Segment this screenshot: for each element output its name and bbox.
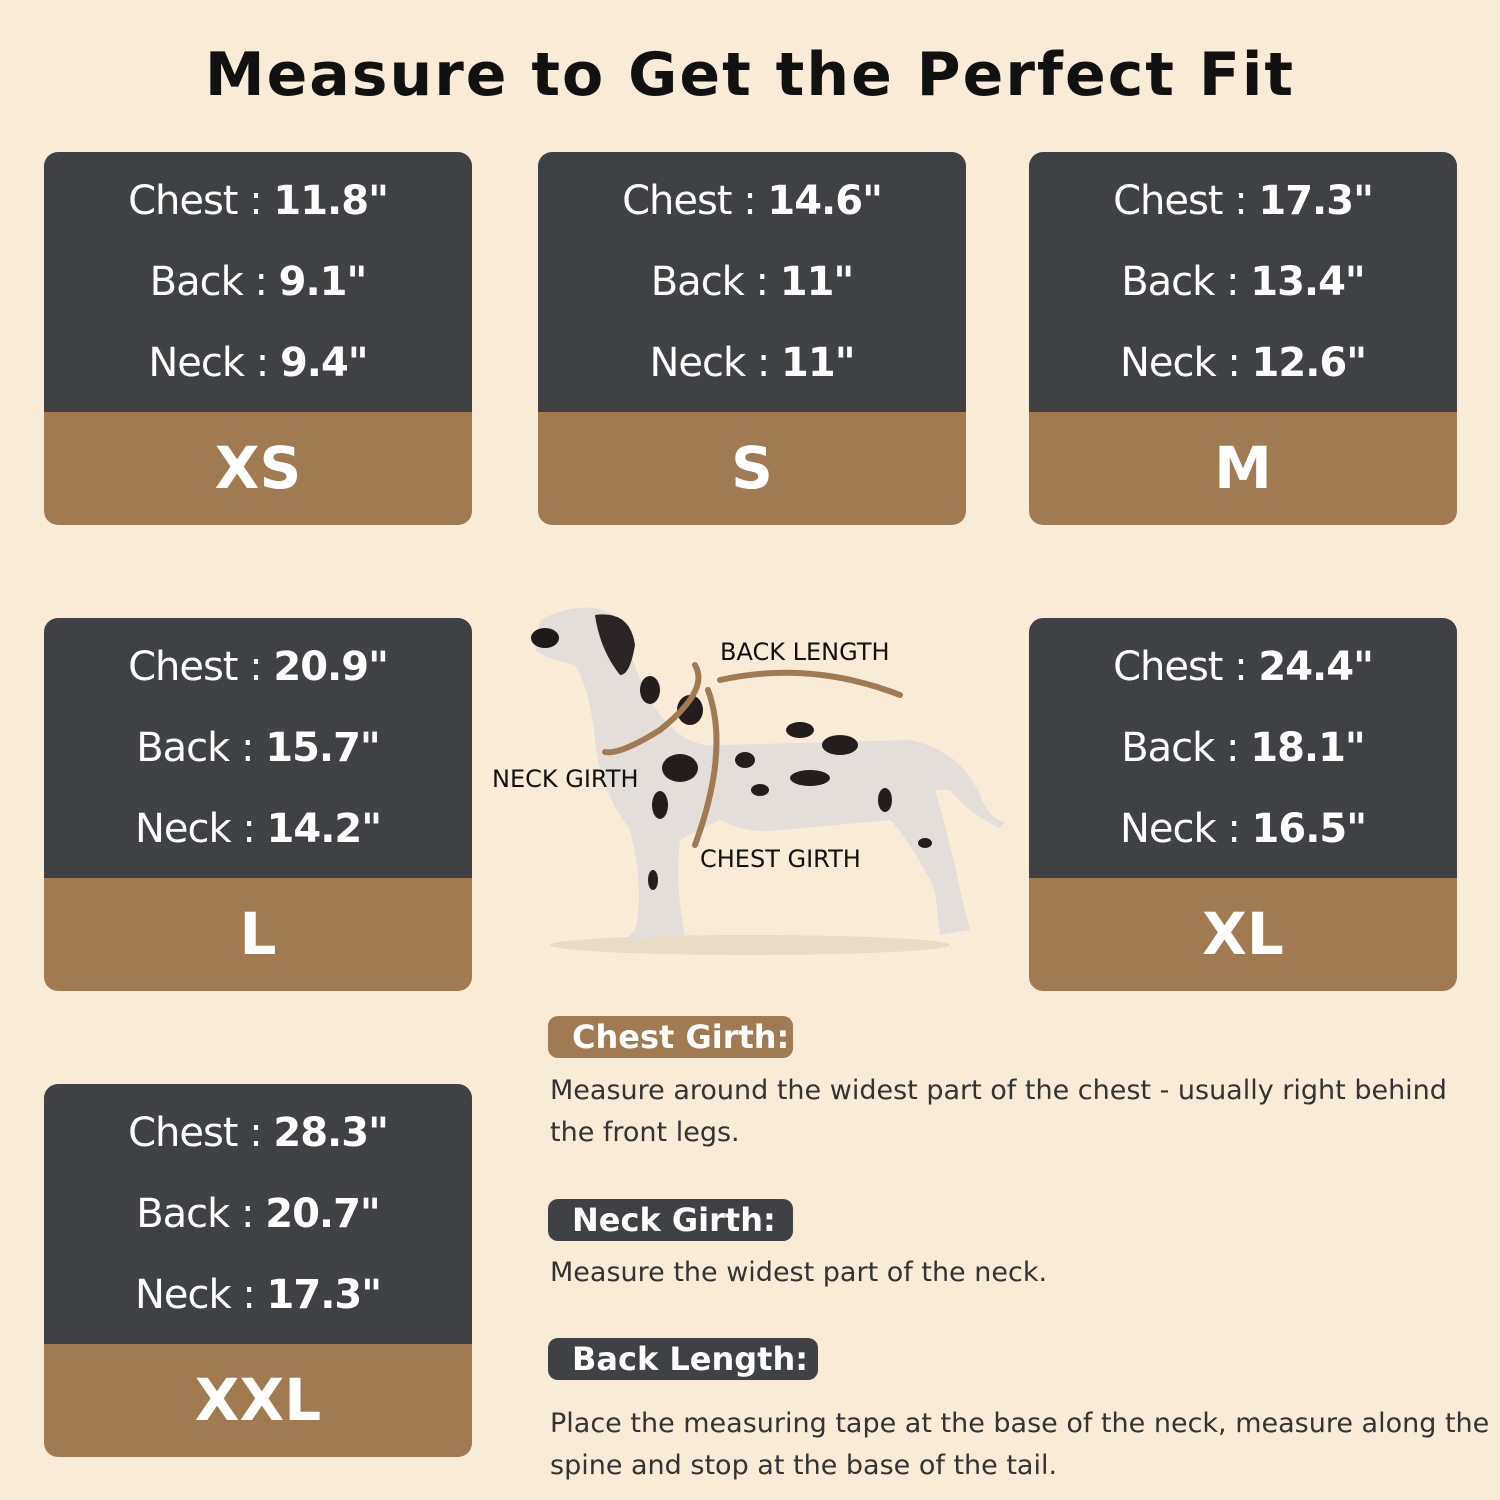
back-label: Back :: [149, 258, 279, 305]
size-label: L: [44, 878, 472, 991]
measurements: Chest : 24.4" Back : 18.1" Neck : 16.5": [1029, 618, 1457, 878]
size-label: XL: [1029, 878, 1457, 991]
neck-measurement: Neck : 16.5": [1029, 789, 1457, 870]
chest-label: Chest :: [128, 1109, 274, 1156]
back-measurement: Back : 18.1": [1029, 708, 1457, 789]
back-label: Back :: [1121, 258, 1251, 305]
measurements: Chest : 14.6" Back : 11" Neck : 11": [538, 152, 966, 412]
neck-value: 17.3": [266, 1271, 383, 1318]
page-title: Measure to Get the Perfect Fit: [204, 40, 1296, 110]
back-value: 20.7": [265, 1190, 381, 1237]
neck-measurement: Neck : 9.4": [44, 323, 472, 404]
back-value: 18.1": [1250, 724, 1366, 771]
neck-value: 14.2": [266, 805, 383, 852]
back-length-label: BACK LENGTH: [720, 638, 890, 666]
back-label: Back :: [136, 1190, 266, 1237]
chest-measurement: Chest : 11.8": [44, 161, 472, 242]
chest-measurement: Chest : 14.6": [538, 161, 966, 242]
back-length-description: Place the measuring tape at the base of …: [550, 1408, 1490, 1481]
neck-girth-description: Measure the widest part of the neck.: [550, 1257, 1048, 1288]
back-measurement: Back : 13.4": [1029, 242, 1457, 323]
chest-value: 17.3": [1258, 177, 1374, 224]
chest-value: 14.6": [767, 177, 883, 224]
chest-girth-description: Measure around the widest part of the ch…: [550, 1075, 1447, 1148]
back-label: Back :: [136, 724, 266, 771]
neck-value: 16.5": [1251, 805, 1368, 852]
chest-label: Chest :: [1113, 643, 1259, 690]
neck-girth-heading: Neck Girth:: [548, 1199, 793, 1241]
measurements: Chest : 28.3" Back : 20.7" Neck : 17.3": [44, 1084, 472, 1344]
back-label: Back :: [1121, 724, 1251, 771]
back-measurement: Back : 11": [538, 242, 966, 323]
neck-label: Neck :: [1119, 805, 1252, 852]
neck-measurement: Neck : 11": [538, 323, 966, 404]
back-label: Back :: [650, 258, 780, 305]
neck-measurement: Neck : 12.6": [1029, 323, 1457, 404]
size-card-xs: Chest : 11.8" Back : 9.1" Neck : 9.4" XS: [44, 152, 472, 525]
size-card-l: Chest : 20.9" Back : 15.7" Neck : 14.2" L: [44, 618, 472, 991]
chest-label: Chest :: [128, 177, 274, 224]
chest-girth-label: CHEST GIRTH: [700, 845, 861, 873]
size-label: XXL: [44, 1344, 472, 1457]
chest-measurement: Chest : 20.9": [44, 627, 472, 708]
back-value: 15.7": [265, 724, 381, 771]
size-card-xl: Chest : 24.4" Back : 18.1" Neck : 16.5" XL: [1029, 618, 1457, 991]
dalmatian-illustration: [531, 607, 1005, 955]
measurements: Chest : 11.8" Back : 9.1" Neck : 9.4": [44, 152, 472, 412]
neck-value: 9.4": [279, 339, 369, 386]
chest-measurement: Chest : 17.3": [1029, 161, 1457, 242]
size-label: XS: [44, 412, 472, 525]
chest-measurement: Chest : 24.4": [1029, 627, 1457, 708]
dog-diagram: [480, 590, 1020, 970]
chest-label: Chest :: [128, 643, 274, 690]
back-measurement: Back : 20.7": [44, 1174, 472, 1255]
back-value: 13.4": [1250, 258, 1366, 305]
chest-measurement: Chest : 28.3": [44, 1093, 472, 1174]
neck-label: Neck :: [134, 1271, 267, 1318]
neck-label: Neck :: [649, 339, 782, 386]
neck-label: Neck :: [1119, 339, 1252, 386]
size-card-s: Chest : 14.6" Back : 11" Neck : 11" S: [538, 152, 966, 525]
measurements: Chest : 20.9" Back : 15.7" Neck : 14.2": [44, 618, 472, 878]
neck-measurement: Neck : 17.3": [44, 1255, 472, 1336]
back-length-heading: Back Length:: [548, 1338, 818, 1380]
size-card-m: Chest : 17.3" Back : 13.4" Neck : 12.6" M: [1029, 152, 1457, 525]
chest-value: 24.4": [1258, 643, 1374, 690]
back-measurement: Back : 15.7": [44, 708, 472, 789]
chest-girth-heading: Chest Girth:: [548, 1016, 793, 1058]
neck-girth-label: NECK GIRTH: [492, 765, 639, 793]
chest-label: Chest :: [1113, 177, 1259, 224]
back-value: 9.1": [278, 258, 368, 305]
neck-label: Neck :: [148, 339, 280, 386]
chest-value: 20.9": [273, 643, 389, 690]
neck-measurement: Neck : 14.2": [44, 789, 472, 870]
size-card-xxl: Chest : 28.3" Back : 20.7" Neck : 17.3" XX…: [44, 1084, 472, 1457]
neck-value: 11": [781, 339, 856, 386]
back-measurement: Back : 9.1": [44, 242, 472, 323]
measurements: Chest : 17.3" Back : 13.4" Neck : 12.6": [1029, 152, 1457, 412]
size-label: M: [1029, 412, 1457, 525]
back-value: 11": [779, 258, 855, 305]
size-label: S: [538, 412, 966, 525]
chest-value: 28.3": [273, 1109, 389, 1156]
neck-label: Neck :: [134, 805, 267, 852]
neck-value: 12.6": [1251, 339, 1368, 386]
chest-label: Chest :: [622, 177, 768, 224]
chest-value: 11.8": [273, 177, 389, 224]
